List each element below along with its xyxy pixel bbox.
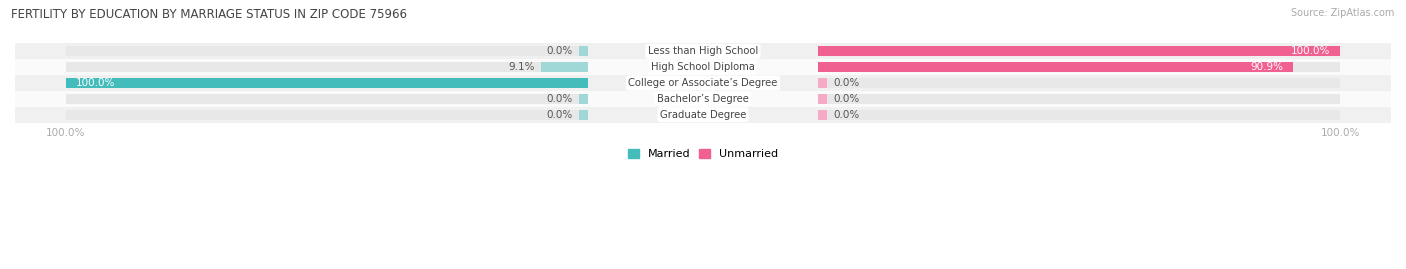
- Bar: [66, 62, 588, 72]
- Text: 100.0%: 100.0%: [1291, 46, 1330, 56]
- Text: 100.0%: 100.0%: [76, 78, 115, 88]
- Bar: [818, 62, 1292, 72]
- Text: 0.0%: 0.0%: [546, 46, 572, 56]
- Bar: [579, 94, 588, 104]
- Text: Source: ZipAtlas.com: Source: ZipAtlas.com: [1291, 8, 1395, 18]
- Text: 90.9%: 90.9%: [1250, 62, 1282, 72]
- Text: Graduate Degree: Graduate Degree: [659, 110, 747, 120]
- Bar: [818, 47, 1340, 56]
- Bar: [15, 107, 1391, 123]
- Bar: [818, 94, 827, 104]
- Text: High School Diploma: High School Diploma: [651, 62, 755, 72]
- Bar: [818, 78, 827, 88]
- Bar: [818, 110, 827, 119]
- Bar: [15, 91, 1391, 107]
- Bar: [15, 59, 1391, 75]
- Bar: [541, 62, 588, 72]
- Text: FERTILITY BY EDUCATION BY MARRIAGE STATUS IN ZIP CODE 75966: FERTILITY BY EDUCATION BY MARRIAGE STATU…: [11, 8, 408, 21]
- Text: College or Associate’s Degree: College or Associate’s Degree: [628, 78, 778, 88]
- Bar: [818, 78, 1340, 88]
- Bar: [818, 110, 1340, 119]
- Text: 0.0%: 0.0%: [546, 94, 572, 104]
- Text: 9.1%: 9.1%: [508, 62, 534, 72]
- Bar: [66, 78, 588, 88]
- Bar: [579, 110, 588, 119]
- Bar: [579, 47, 588, 56]
- Legend: Married, Unmarried: Married, Unmarried: [623, 144, 783, 164]
- Bar: [66, 78, 588, 88]
- Bar: [66, 110, 588, 119]
- Text: Less than High School: Less than High School: [648, 46, 758, 56]
- Text: 0.0%: 0.0%: [546, 110, 572, 120]
- Bar: [66, 94, 588, 104]
- Text: 0.0%: 0.0%: [834, 78, 860, 88]
- Bar: [15, 75, 1391, 91]
- Text: 0.0%: 0.0%: [834, 110, 860, 120]
- Bar: [15, 44, 1391, 59]
- Text: 0.0%: 0.0%: [834, 94, 860, 104]
- Bar: [818, 62, 1340, 72]
- Bar: [66, 47, 588, 56]
- Bar: [818, 94, 1340, 104]
- Text: Bachelor’s Degree: Bachelor’s Degree: [657, 94, 749, 104]
- Bar: [818, 47, 1340, 56]
